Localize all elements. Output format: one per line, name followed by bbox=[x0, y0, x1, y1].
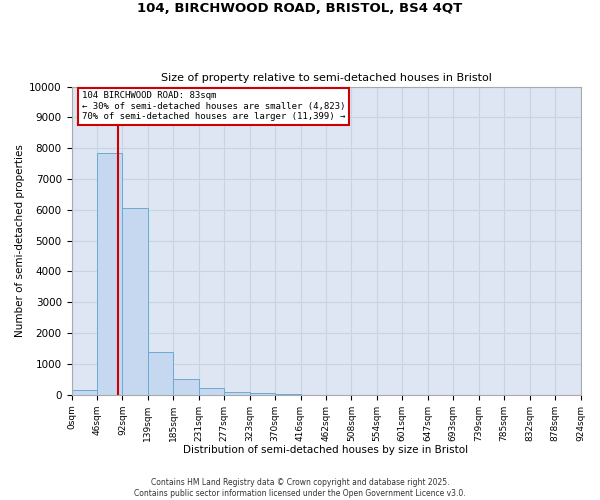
Bar bbox=[250, 393, 275, 394]
Title: Size of property relative to semi-detached houses in Bristol: Size of property relative to semi-detach… bbox=[161, 73, 491, 83]
Text: 104 BIRCHWOOD ROAD: 83sqm
← 30% of semi-detached houses are smaller (4,823)
70% : 104 BIRCHWOOD ROAD: 83sqm ← 30% of semi-… bbox=[82, 91, 345, 121]
Y-axis label: Number of semi-detached properties: Number of semi-detached properties bbox=[15, 144, 25, 337]
Text: 104, BIRCHWOOD ROAD, BRISTOL, BS4 4QT: 104, BIRCHWOOD ROAD, BRISTOL, BS4 4QT bbox=[137, 2, 463, 16]
Bar bbox=[148, 352, 173, 395]
Text: Contains HM Land Registry data © Crown copyright and database right 2025.
Contai: Contains HM Land Registry data © Crown c… bbox=[134, 478, 466, 498]
Bar bbox=[122, 208, 148, 394]
X-axis label: Distribution of semi-detached houses by size in Bristol: Distribution of semi-detached houses by … bbox=[184, 445, 469, 455]
Bar bbox=[224, 392, 250, 394]
Bar bbox=[71, 390, 97, 394]
Bar bbox=[97, 153, 122, 394]
Bar bbox=[199, 388, 224, 394]
Bar bbox=[173, 380, 199, 394]
